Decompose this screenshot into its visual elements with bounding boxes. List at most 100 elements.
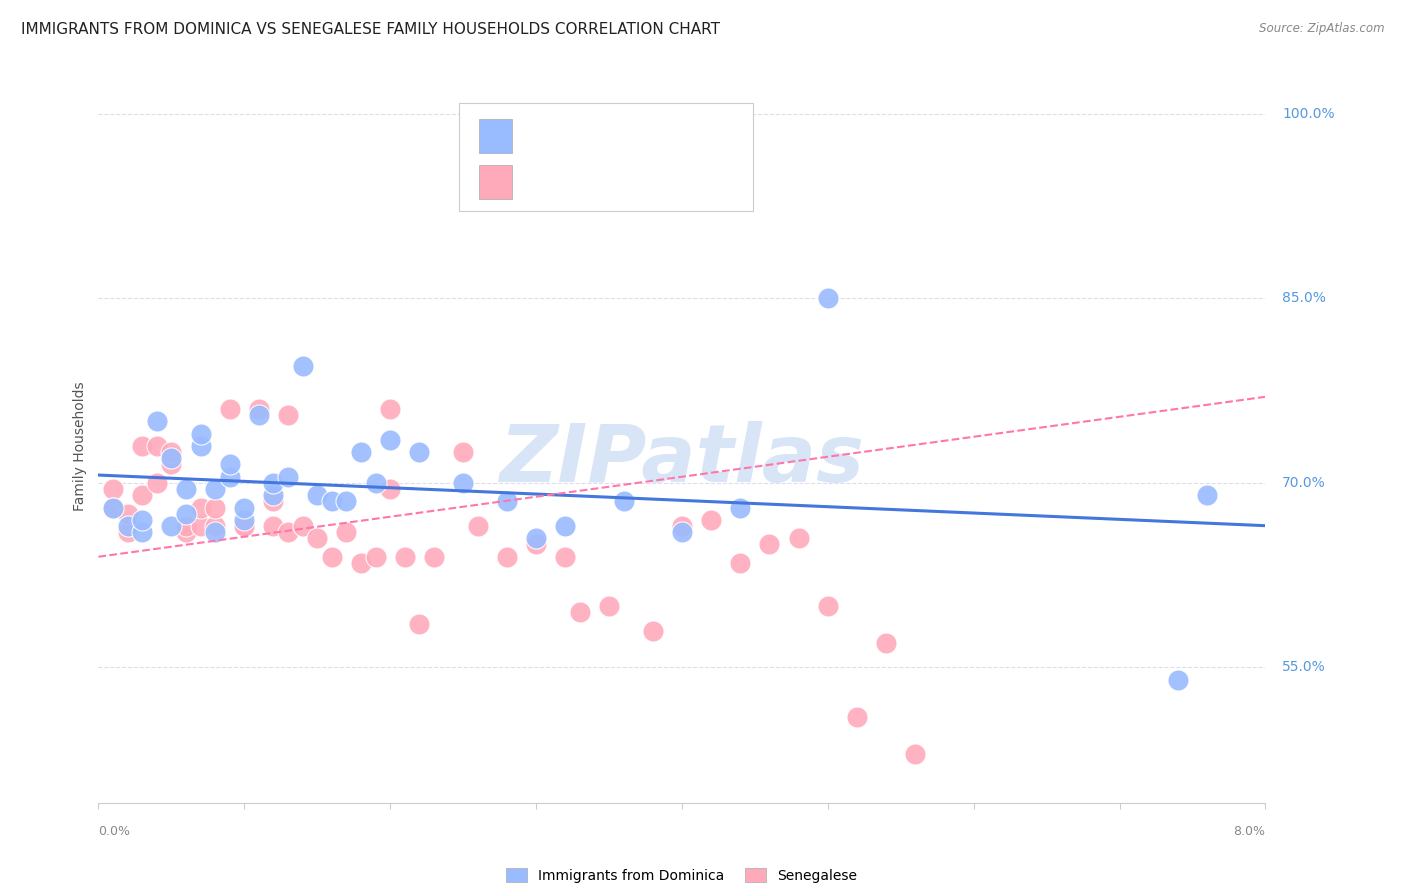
Point — [817, 599, 839, 613]
Point — [233, 513, 256, 527]
Point — [131, 488, 153, 502]
Point — [190, 439, 212, 453]
Point — [496, 494, 519, 508]
Point — [321, 549, 343, 564]
Point — [408, 445, 430, 459]
Point — [671, 525, 693, 540]
Point — [321, 494, 343, 508]
Text: 85.0%: 85.0% — [1282, 292, 1326, 305]
Point — [394, 549, 416, 564]
Point — [378, 482, 402, 496]
Point — [700, 513, 723, 527]
Y-axis label: Family Households: Family Households — [73, 381, 87, 511]
Text: 52: 52 — [669, 174, 692, 189]
Point — [190, 519, 212, 533]
Point — [875, 636, 897, 650]
Point — [101, 482, 124, 496]
Point — [787, 531, 810, 545]
Point — [524, 537, 547, 551]
Point — [190, 426, 212, 441]
Point — [101, 500, 124, 515]
Point — [364, 475, 387, 490]
Point — [262, 494, 284, 508]
Point — [117, 507, 139, 521]
Text: IMMIGRANTS FROM DOMINICA VS SENEGALESE FAMILY HOUSEHOLDS CORRELATION CHART: IMMIGRANTS FROM DOMINICA VS SENEGALESE F… — [21, 22, 720, 37]
Point — [335, 525, 357, 540]
Point — [378, 433, 402, 447]
Point — [218, 458, 240, 472]
Text: R =: R = — [522, 174, 557, 189]
Point — [451, 475, 474, 490]
Point — [307, 488, 329, 502]
Point — [117, 525, 139, 540]
Point — [160, 519, 183, 533]
Point — [467, 519, 489, 533]
Point — [262, 488, 284, 502]
Point — [554, 519, 576, 533]
Point — [174, 507, 197, 521]
Point — [277, 525, 299, 540]
Point — [817, 291, 839, 305]
Point — [350, 556, 373, 570]
Text: Source: ZipAtlas.com: Source: ZipAtlas.com — [1260, 22, 1385, 36]
Point — [1167, 673, 1189, 687]
Point — [101, 500, 124, 515]
Point — [451, 445, 474, 459]
Point — [117, 519, 139, 533]
Text: 55.0%: 55.0% — [1282, 660, 1326, 674]
Point — [233, 500, 256, 515]
Text: N =: N = — [617, 128, 664, 144]
Point — [307, 531, 329, 545]
Point — [146, 414, 169, 428]
Text: 70.0%: 70.0% — [1282, 476, 1326, 490]
Point — [160, 458, 183, 472]
Point — [904, 747, 927, 761]
Point — [218, 469, 240, 483]
Point — [131, 525, 153, 540]
Point — [728, 556, 751, 570]
Text: ZIPatlas: ZIPatlas — [499, 421, 865, 500]
Point — [554, 549, 576, 564]
Point — [728, 500, 751, 515]
Text: 100.0%: 100.0% — [1282, 107, 1334, 120]
Point — [204, 525, 226, 540]
Text: 8.0%: 8.0% — [1233, 825, 1265, 838]
Point — [262, 519, 284, 533]
Point — [496, 549, 519, 564]
Point — [350, 445, 373, 459]
Point — [277, 409, 299, 423]
Point — [233, 519, 256, 533]
Point — [671, 519, 693, 533]
Point — [174, 525, 197, 540]
Legend: Immigrants from Dominica, Senegalese: Immigrants from Dominica, Senegalese — [501, 863, 863, 888]
Point — [378, 402, 402, 417]
Point — [291, 359, 314, 373]
Text: 45: 45 — [669, 128, 692, 144]
Point — [364, 549, 387, 564]
Text: 0.255: 0.255 — [564, 174, 614, 189]
Point — [233, 519, 256, 533]
Point — [190, 500, 212, 515]
Point — [423, 549, 446, 564]
Point — [160, 445, 183, 459]
Text: 0.0%: 0.0% — [98, 825, 131, 838]
Point — [204, 482, 226, 496]
Point — [612, 494, 634, 508]
Point — [758, 537, 780, 551]
Point — [131, 513, 153, 527]
Point — [131, 439, 153, 453]
Point — [598, 599, 620, 613]
Point — [845, 709, 868, 723]
Point — [408, 617, 430, 632]
Point — [247, 409, 270, 423]
Point — [160, 451, 183, 466]
Point — [146, 439, 169, 453]
Text: R =: R = — [522, 128, 557, 144]
Point — [262, 475, 284, 490]
Point — [218, 402, 240, 417]
Text: 0.007: 0.007 — [564, 128, 614, 144]
Text: N =: N = — [617, 174, 664, 189]
Point — [568, 605, 591, 619]
Point — [204, 500, 226, 515]
Point — [277, 469, 299, 483]
